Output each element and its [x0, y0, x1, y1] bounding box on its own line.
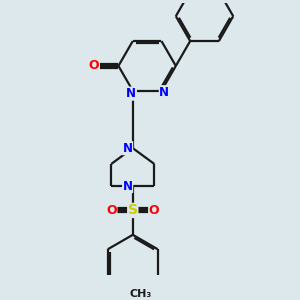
Text: N: N [123, 179, 133, 193]
Text: O: O [106, 204, 117, 217]
Text: N: N [159, 86, 169, 99]
Text: N: N [123, 142, 133, 155]
Text: CH₃: CH₃ [129, 290, 152, 299]
Text: O: O [89, 59, 99, 72]
Text: N: N [126, 87, 136, 100]
Text: O: O [149, 204, 159, 217]
Text: S: S [128, 203, 138, 218]
